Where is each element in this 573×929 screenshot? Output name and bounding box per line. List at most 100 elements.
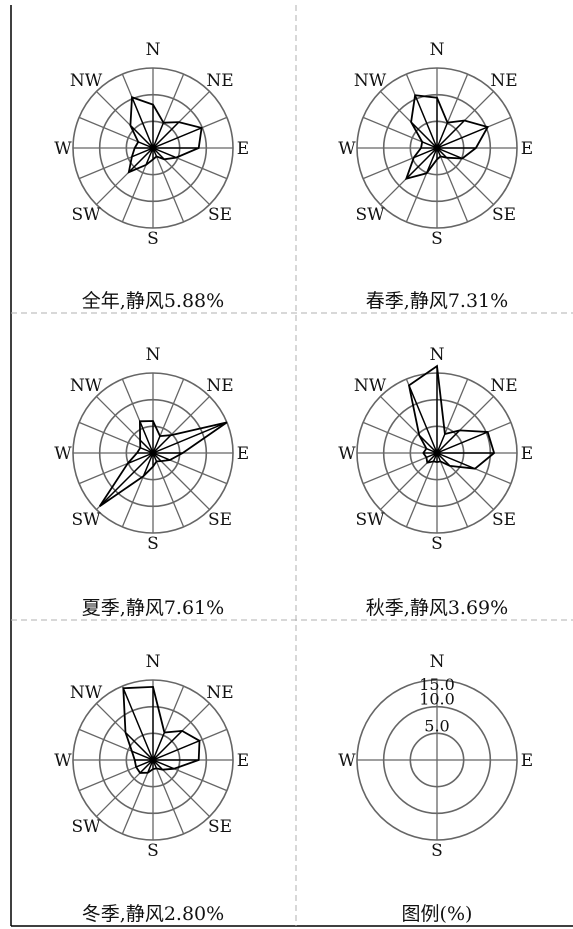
direction-label-n: N	[146, 345, 161, 365]
panel-caption: 春季,静风7.31%	[366, 290, 508, 312]
panel-caption: 夏季,静风7.61%	[82, 597, 224, 619]
direction-label-s: S	[431, 534, 443, 554]
direction-label-nw: NW	[70, 71, 103, 91]
direction-label-nw: NW	[354, 376, 387, 396]
direction-label-sw: SW	[355, 205, 385, 225]
direction-label-n: N	[146, 40, 161, 60]
rose-ray-ESE	[152, 452, 171, 461]
rose-ray-SE	[152, 759, 164, 771]
grid-spoke	[436, 147, 469, 223]
direction-label-nw: NW	[70, 376, 103, 396]
grid-spoke	[362, 452, 438, 485]
direction-label-w: W	[54, 139, 72, 159]
rose-ray-ENE	[436, 431, 488, 454]
direction-label-s: S	[431, 229, 443, 249]
direction-label-sw: SW	[71, 510, 101, 530]
rose-ray-NE	[436, 120, 465, 149]
rose-ray-SSW	[145, 147, 154, 166]
direction-label-ne: NE	[206, 376, 233, 396]
wind-rose-annual: N NE E SE S SW W NW 全年,静风5.88%	[54, 40, 249, 312]
direction-label-nw: NW	[354, 71, 387, 91]
rose-ray-SW	[405, 147, 438, 180]
rose-ray-SW	[139, 759, 154, 774]
direction-label-s: S	[147, 534, 159, 554]
grid-spoke	[152, 759, 185, 835]
legend-panel: 5.0 10.015.0 N E S W 图例(%)	[338, 652, 533, 925]
wind-rose-summer: N NE E SE S SW W NW 夏季,静风7.61%	[54, 345, 249, 619]
rose-ray-SW	[128, 147, 154, 173]
direction-label-s: S	[147, 229, 159, 249]
grid-spoke	[152, 452, 211, 511]
rose-ray-SE	[152, 452, 162, 462]
direction-label-sw: SW	[355, 510, 385, 530]
rose-ray-NNE	[436, 433, 446, 454]
panel-caption: 全年,静风5.88%	[82, 290, 224, 312]
rose-ray-SSW	[147, 759, 154, 773]
grid-spoke	[405, 452, 438, 528]
panel-caption: 冬季,静风2.80%	[82, 903, 224, 925]
direction-label-sw: SW	[71, 817, 101, 837]
rose-ray-NW	[129, 124, 154, 149]
rose-ray-NW	[125, 732, 154, 761]
wind-rose-winter: N NE E SE S SW W NW 冬季,静风2.80%	[54, 652, 249, 925]
legend-caption: 图例(%)	[402, 903, 473, 925]
direction-label-se: SE	[208, 510, 232, 530]
rose-ray-NNW	[139, 421, 154, 454]
rose-ray-NNE	[152, 732, 166, 761]
legend-direction-label-e: E	[521, 751, 533, 771]
legend-direction-label-n: N	[430, 652, 445, 672]
direction-label-e: E	[237, 444, 249, 464]
direction-label-ne: NE	[490, 71, 517, 91]
rose-ray-ENE	[152, 127, 202, 149]
direction-label-n: N	[430, 40, 445, 60]
rose-ray-WNW	[140, 447, 154, 454]
rose-ray-ENE	[436, 126, 488, 149]
direction-label-ne: NE	[206, 683, 233, 703]
rose-ray-ESE	[152, 147, 177, 159]
rose-ray-WNW	[131, 750, 154, 761]
direction-label-e: E	[237, 751, 249, 771]
rose-ray-SSW	[425, 147, 438, 174]
rose-ray-WSW	[413, 147, 438, 159]
legend-direction-label-s: S	[431, 841, 443, 861]
rose-ray-ENE	[152, 740, 200, 761]
legend-direction-label-w: W	[338, 751, 356, 771]
rose-ray-NNW	[122, 687, 154, 761]
panel-caption: 秋季,静风3.69%	[366, 597, 508, 619]
direction-label-w: W	[54, 751, 72, 771]
rose-ray-NE	[152, 730, 183, 761]
direction-label-e: E	[521, 444, 533, 464]
rose-ray-NNW	[414, 94, 438, 149]
rose-ray-NW	[418, 434, 438, 454]
rose-ray-NE	[152, 121, 180, 149]
rose-ray-NE	[152, 434, 172, 454]
rose-ray-NE	[436, 429, 461, 454]
wind-rose-autumn: N NE E SE S SW W NW 秋季,静风3.69%	[338, 345, 533, 619]
legend-ring-label: 5.0	[424, 716, 449, 735]
rose-ray-SE	[436, 147, 448, 159]
rose-ray-WSW	[127, 452, 154, 465]
direction-label-sw: SW	[71, 205, 101, 225]
rose-ray-NNE	[436, 122, 449, 149]
direction-label-nw: NW	[70, 683, 103, 703]
rose-ray-SE	[152, 147, 165, 160]
direction-label-se: SE	[208, 817, 232, 837]
direction-label-s: S	[147, 841, 159, 861]
rose-ray-SSW	[142, 452, 154, 477]
rose-ray-WNW	[426, 447, 438, 454]
direction-label-w: W	[338, 139, 356, 159]
rose-ray-NNE	[152, 122, 165, 149]
rose-ray-NW	[410, 121, 438, 149]
rose-ray-SE	[436, 452, 451, 467]
rose-ray-NW	[139, 439, 154, 454]
direction-label-ne: NE	[206, 71, 233, 91]
direction-label-se: SE	[492, 510, 516, 530]
rose-ray-ENE	[152, 421, 228, 454]
direction-label-e: E	[237, 139, 249, 159]
direction-label-w: W	[338, 444, 356, 464]
direction-label-w: W	[54, 444, 72, 464]
direction-label-e: E	[521, 139, 533, 159]
direction-label-se: SE	[208, 205, 232, 225]
grid-spoke	[152, 147, 185, 223]
rose-ray-ESE	[436, 452, 476, 470]
